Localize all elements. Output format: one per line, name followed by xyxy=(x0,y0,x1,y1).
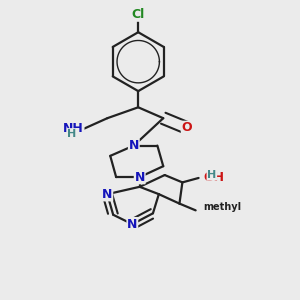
Text: OH: OH xyxy=(203,172,224,184)
Text: H: H xyxy=(67,129,76,139)
Text: NH: NH xyxy=(63,122,84,135)
Text: H: H xyxy=(207,170,217,180)
Text: Cl: Cl xyxy=(132,8,145,21)
Text: N: N xyxy=(134,171,145,184)
Text: methyl: methyl xyxy=(203,202,241,212)
Text: O: O xyxy=(182,122,192,134)
Text: N: N xyxy=(127,218,137,231)
Text: N: N xyxy=(102,188,112,201)
Text: N: N xyxy=(129,139,139,152)
